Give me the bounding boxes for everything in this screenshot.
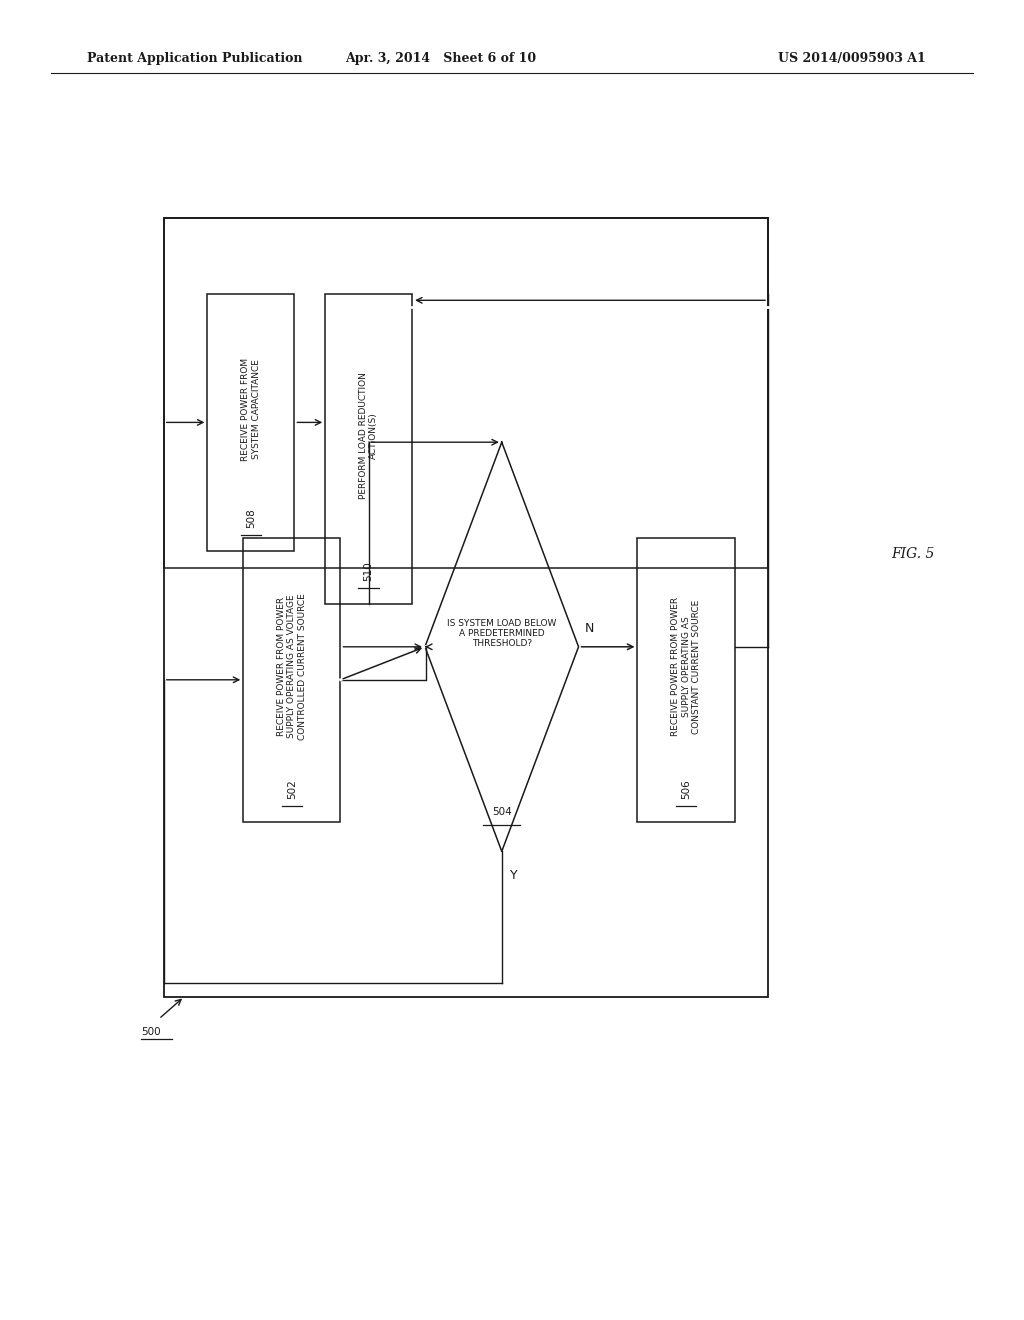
Text: Apr. 3, 2014   Sheet 6 of 10: Apr. 3, 2014 Sheet 6 of 10 xyxy=(345,51,536,65)
Bar xyxy=(164,218,768,997)
Bar xyxy=(207,293,295,552)
Text: Patent Application Publication: Patent Application Publication xyxy=(87,51,302,65)
Text: 510: 510 xyxy=(364,561,374,581)
Text: 500: 500 xyxy=(141,1027,161,1038)
Text: RECEIVE POWER FROM POWER
SUPPLY OPERATING AS VOLTAGE
CONTROLLED CURRENT SOURCE: RECEIVE POWER FROM POWER SUPPLY OPERATIN… xyxy=(276,593,307,741)
Bar xyxy=(244,539,340,821)
Bar xyxy=(326,294,412,605)
Bar xyxy=(637,539,735,821)
Text: N: N xyxy=(585,622,594,635)
Text: Y: Y xyxy=(510,869,517,882)
Text: FIG. 5: FIG. 5 xyxy=(891,548,934,561)
Text: 502: 502 xyxy=(287,779,297,799)
Text: 504: 504 xyxy=(492,807,512,817)
Text: US 2014/0095903 A1: US 2014/0095903 A1 xyxy=(778,51,926,65)
Text: 506: 506 xyxy=(681,779,691,799)
Bar xyxy=(164,218,768,568)
Text: RECEIVE POWER FROM POWER
SUPPLY OPERATING AS
CONSTANT CURRENT SOURCE: RECEIVE POWER FROM POWER SUPPLY OPERATIN… xyxy=(671,597,701,737)
Text: RECEIVE POWER FROM
SYSTEM CAPACITANCE: RECEIVE POWER FROM SYSTEM CAPACITANCE xyxy=(242,358,260,461)
Text: 508: 508 xyxy=(246,508,256,528)
Text: PERFORM LOAD REDUCTION
ACTION(S): PERFORM LOAD REDUCTION ACTION(S) xyxy=(359,372,378,499)
Text: IS SYSTEM LOAD BELOW
A PREDETERMINED
THRESHOLD?: IS SYSTEM LOAD BELOW A PREDETERMINED THR… xyxy=(447,619,556,648)
